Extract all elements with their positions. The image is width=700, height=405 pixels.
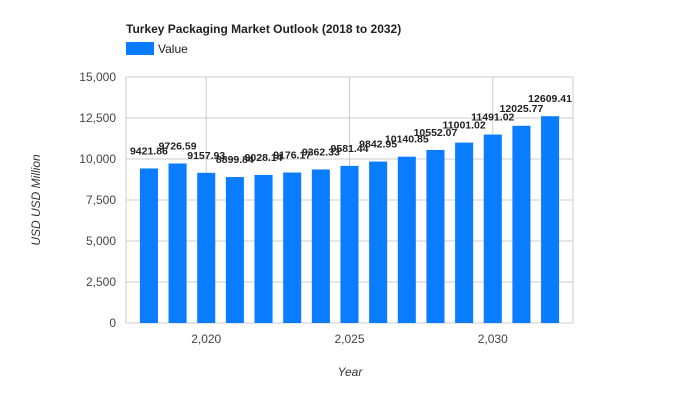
bar[interactable] — [397, 156, 416, 323]
bar-value-label: 9581.44 — [331, 143, 369, 155]
bar-value-label: 10552.07 — [414, 127, 458, 139]
bar[interactable] — [168, 163, 187, 323]
bar[interactable] — [512, 125, 531, 323]
bar-value-label: 12609.41 — [528, 93, 572, 105]
x-axis: 2,020 2,025 2,030 — [191, 332, 508, 346]
chart-title: Turkey Packaging Market Outlook (2018 to… — [126, 22, 401, 36]
bar[interactable] — [139, 168, 158, 323]
y-tick-label: 0 — [109, 316, 116, 330]
legend-swatch — [126, 42, 154, 55]
x-tick-label: 2,025 — [334, 332, 364, 346]
bar-value-label: 9362.33 — [302, 146, 340, 158]
bar[interactable] — [283, 172, 302, 323]
bar[interactable] — [483, 134, 502, 323]
data-labels: 9421.869726.599157.938899.849028.149176.… — [130, 93, 572, 166]
bar-value-label: 8899.84 — [216, 154, 254, 166]
bar-value-label: 9842.95 — [359, 139, 397, 151]
bar-value-label: 12025.77 — [500, 103, 544, 115]
y-tick-label: 10,000 — [79, 152, 116, 166]
bar[interactable] — [340, 165, 359, 323]
bar[interactable] — [541, 116, 560, 323]
bar[interactable] — [311, 169, 330, 323]
bar[interactable] — [455, 142, 474, 323]
x-axis-title: Year — [338, 365, 364, 379]
bar[interactable] — [426, 149, 445, 323]
bar-value-label: 10140.85 — [385, 134, 429, 146]
y-tick-label: 15,000 — [79, 70, 116, 84]
y-tick-label: 12,500 — [79, 111, 116, 125]
bar-value-label: 11491.02 — [471, 112, 514, 124]
x-tick-label: 2,020 — [191, 332, 221, 346]
bar-value-label: 9157.93 — [187, 150, 225, 162]
y-tick-label: 5,000 — [86, 234, 116, 248]
y-axis: 0 2,500 5,000 7,500 10,000 12,500 15,000 — [79, 70, 116, 330]
legend-label[interactable]: Value — [158, 42, 188, 56]
y-tick-label: 2,500 — [86, 275, 116, 289]
bar-value-label: 11001.02 — [443, 120, 486, 132]
y-tick-label: 7,500 — [86, 193, 116, 207]
bar[interactable] — [225, 177, 244, 323]
bar[interactable] — [369, 161, 388, 323]
bar-value-label: 9421.86 — [130, 145, 168, 157]
bar-value-label: 9028.14 — [245, 152, 283, 164]
x-tick-label: 2,030 — [478, 332, 508, 346]
bar[interactable] — [197, 172, 216, 323]
bar[interactable] — [254, 174, 273, 323]
bars — [139, 116, 560, 323]
bar-value-label: 9176.17 — [273, 150, 311, 162]
bar-value-label: 9726.59 — [159, 140, 197, 152]
y-axis-title: USD USD Million — [29, 154, 43, 246]
